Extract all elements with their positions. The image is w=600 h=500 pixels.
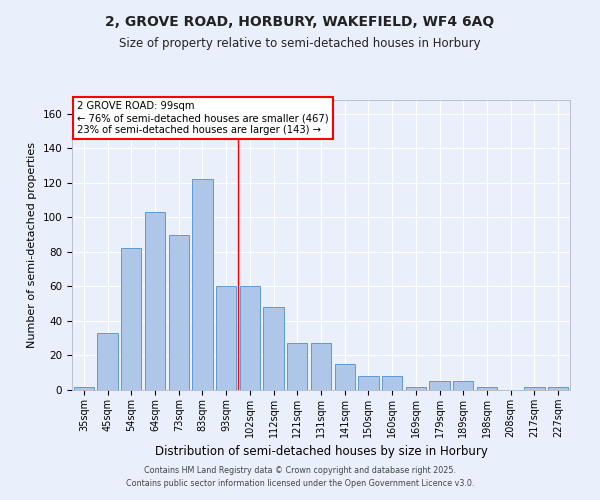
Bar [382, 376, 402, 390]
Y-axis label: Number of semi-detached properties: Number of semi-detached properties [27, 142, 37, 348]
Text: 2, GROVE ROAD, HORBURY, WAKEFIELD, WF4 6AQ: 2, GROVE ROAD, HORBURY, WAKEFIELD, WF4 6… [106, 15, 494, 29]
Bar [453, 382, 473, 390]
Bar [240, 286, 260, 390]
Bar [121, 248, 142, 390]
Text: Contains HM Land Registry data © Crown copyright and database right 2025.
Contai: Contains HM Land Registry data © Crown c… [126, 466, 474, 487]
Bar [74, 386, 94, 390]
Bar [430, 382, 449, 390]
Bar [477, 386, 497, 390]
Bar [145, 212, 165, 390]
Bar [358, 376, 379, 390]
Bar [524, 386, 545, 390]
Bar [263, 307, 284, 390]
Bar [97, 333, 118, 390]
Bar [548, 386, 568, 390]
Text: Size of property relative to semi-detached houses in Horbury: Size of property relative to semi-detach… [119, 38, 481, 51]
Bar [216, 286, 236, 390]
Bar [335, 364, 355, 390]
Bar [169, 234, 189, 390]
Bar [311, 344, 331, 390]
X-axis label: Distribution of semi-detached houses by size in Horbury: Distribution of semi-detached houses by … [155, 446, 487, 458]
Text: 2 GROVE ROAD: 99sqm
← 76% of semi-detached houses are smaller (467)
23% of semi-: 2 GROVE ROAD: 99sqm ← 76% of semi-detach… [77, 102, 329, 134]
Bar [287, 344, 307, 390]
Bar [406, 386, 426, 390]
Bar [193, 180, 212, 390]
